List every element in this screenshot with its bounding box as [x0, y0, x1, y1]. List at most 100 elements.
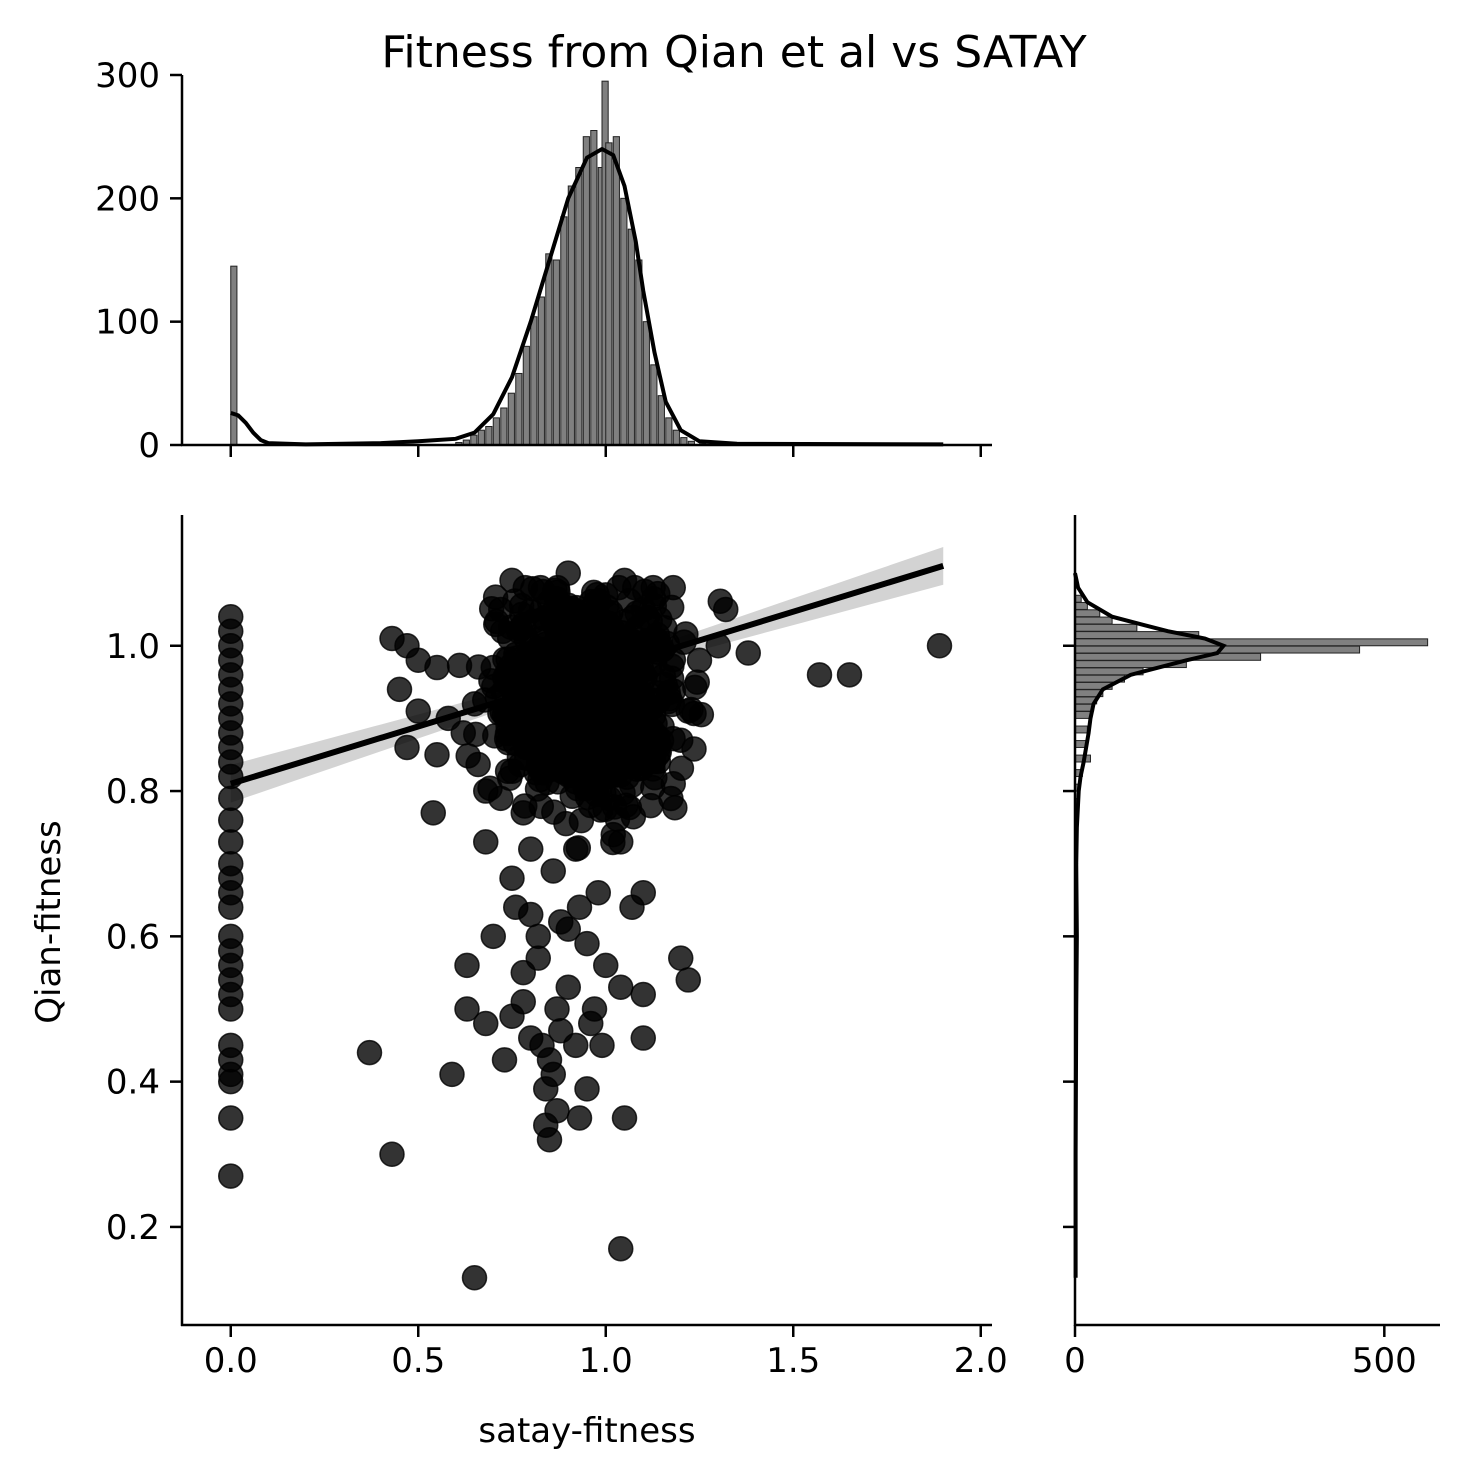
histogram-bar	[522, 345, 530, 446]
histogram-bar	[500, 407, 508, 446]
y-tick-label: 0.6	[106, 917, 160, 957]
data-point	[525, 923, 551, 950]
data-point	[608, 974, 634, 1000]
data-point	[218, 829, 244, 855]
data-point	[548, 1018, 574, 1044]
data-point	[629, 695, 655, 722]
data-point	[660, 574, 686, 601]
x-tick-label: 2.0	[954, 1341, 1008, 1381]
histogram-bar	[672, 429, 680, 446]
top-y-tick-label: 200	[95, 179, 160, 219]
histogram-bar	[530, 316, 538, 446]
histogram-bar	[507, 392, 515, 446]
x-tick-label: 1.0	[579, 1341, 633, 1381]
data-point	[218, 807, 244, 833]
data-point	[575, 695, 601, 721]
top-y-tick-label: 100	[95, 303, 160, 343]
data-point	[386, 676, 413, 703]
histogram-bar	[627, 228, 635, 446]
data-point	[526, 753, 552, 779]
data-point	[494, 720, 521, 747]
histogram-bar	[1074, 711, 1091, 719]
data-point	[465, 751, 491, 778]
data-point	[608, 829, 634, 855]
data-point	[549, 651, 575, 677]
data-point	[218, 785, 244, 812]
histogram-bar	[552, 259, 560, 446]
data-point	[454, 952, 480, 979]
histogram-bar	[1074, 623, 1138, 632]
histogram-bar	[560, 216, 568, 446]
data-point	[405, 698, 431, 724]
data-point	[806, 662, 833, 688]
data-point	[544, 996, 570, 1022]
data-point	[531, 717, 557, 744]
data-point	[611, 1105, 638, 1131]
histogram-bar	[515, 372, 523, 446]
histogram-bar	[612, 136, 620, 446]
histogram-bar	[1074, 609, 1101, 618]
data-point	[578, 1010, 604, 1037]
data-point	[555, 916, 581, 942]
histogram-bar	[567, 185, 575, 446]
y-tick-label: 0.8	[106, 772, 160, 812]
data-point	[713, 596, 739, 623]
data-point	[510, 988, 536, 1015]
data-point	[553, 810, 579, 837]
histogram-bar	[477, 429, 485, 446]
data-point	[675, 967, 701, 993]
data-point	[686, 647, 713, 674]
histogram-bar	[1074, 725, 1088, 734]
data-point	[610, 625, 636, 652]
data-point	[668, 727, 694, 753]
data-point	[555, 560, 581, 586]
data-point	[566, 1105, 593, 1131]
data-point	[668, 945, 694, 971]
data-point	[585, 880, 611, 906]
data-point	[598, 710, 624, 736]
data-point	[218, 1068, 244, 1095]
top-y-tick-label: 0	[138, 426, 160, 466]
data-point	[611, 567, 638, 594]
data-point	[424, 654, 450, 681]
kde-curve	[1073, 572, 1227, 1278]
data-point	[218, 894, 244, 921]
data-point	[518, 901, 544, 928]
data-point	[630, 1025, 656, 1051]
data-point	[555, 974, 581, 1000]
histogram-bar	[620, 197, 628, 446]
right-x-tick-label: 500	[1352, 1341, 1417, 1381]
data-point	[574, 930, 600, 957]
data-point	[540, 1061, 566, 1088]
x-tick-label: 0.5	[391, 1341, 445, 1381]
right-marginal-histogram: 0 500	[1063, 515, 1440, 1381]
histogram-bar	[470, 434, 478, 446]
data-point	[563, 836, 589, 862]
data-point	[650, 663, 677, 689]
data-point	[561, 721, 588, 747]
data-point	[420, 800, 446, 826]
histogram-bar	[665, 417, 673, 446]
histogram-bar	[650, 364, 658, 446]
histogram-bar	[230, 265, 238, 446]
histogram-bar	[545, 253, 553, 446]
data-point	[499, 567, 525, 594]
data-point	[218, 1105, 244, 1131]
data-point	[499, 865, 525, 891]
data-point	[529, 1032, 555, 1059]
data-point	[525, 945, 551, 971]
data-point	[356, 1039, 383, 1066]
data-point	[454, 996, 480, 1022]
data-point	[593, 582, 619, 608]
chart-title: Fitness from Qian et al vs SATAY	[381, 27, 1086, 78]
data-point	[480, 654, 506, 681]
data-point	[735, 640, 761, 666]
data-point	[656, 685, 683, 712]
data-point	[218, 996, 244, 1022]
histogram-bar	[582, 136, 590, 446]
data-point	[608, 1235, 634, 1262]
data-point	[566, 894, 593, 921]
data-point	[638, 792, 664, 819]
histogram-bar	[1074, 652, 1262, 661]
data-point	[218, 1163, 244, 1189]
